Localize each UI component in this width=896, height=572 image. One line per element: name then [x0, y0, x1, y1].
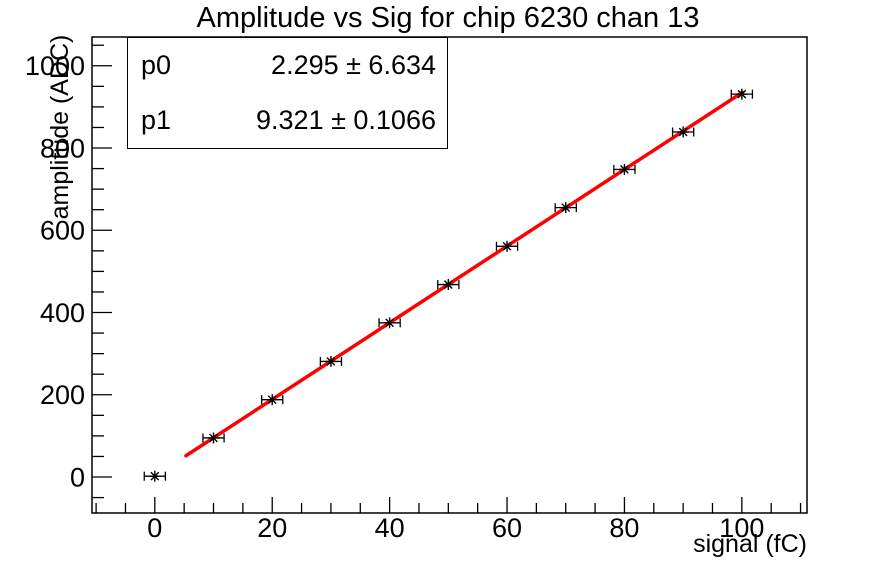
y-tick-label: 1000: [25, 51, 85, 81]
param-value: 9.321 ± 0.1066: [256, 105, 436, 135]
y-axis-title: amplitude (ADC): [46, 35, 74, 220]
stats-row-p1: p1 9.321 ± 0.1066: [128, 93, 447, 148]
x-tick-label: 20: [257, 513, 287, 543]
data-point-marker: [620, 165, 629, 174]
x-tick-label: 60: [492, 513, 522, 543]
data-point-marker: [443, 280, 453, 289]
x-tick-label: 80: [609, 513, 639, 543]
data-point-marker: [737, 89, 747, 99]
y-tick-label: 600: [40, 216, 85, 246]
param-name: p0: [141, 50, 172, 80]
data-point-marker: [267, 395, 277, 405]
plot-frame: [91, 36, 808, 514]
data-point-marker: [561, 203, 571, 213]
chart-title: Amplitude vs Sig for chip 6230 chan 13: [196, 2, 700, 34]
data-point-marker: [678, 127, 688, 137]
y-tick-label: 200: [40, 380, 85, 410]
data-point-marker: [150, 471, 160, 481]
data-point-marker: [326, 357, 336, 366]
stats-row-p0: p0 2.295 ± 6.634: [128, 38, 447, 93]
data-point-marker: [385, 318, 395, 328]
x-tick-label: 0: [147, 513, 162, 543]
y-tick-label: 400: [40, 298, 85, 328]
fit-stats-box: p0 2.295 ± 6.634 p1 9.321 ± 0.1066: [127, 37, 448, 149]
x-tick-label: 40: [375, 513, 405, 543]
y-tick-label: 0: [70, 462, 85, 492]
param-value: 2.295 ± 6.634: [271, 50, 436, 80]
x-axis-title: signal (fC): [693, 530, 807, 558]
x-tick-label: 100: [719, 513, 764, 543]
param-name: p1: [141, 105, 172, 135]
fit-line: [184, 90, 745, 458]
y-tick-label: 800: [40, 133, 85, 163]
data-point-marker: [502, 241, 512, 251]
data-point-marker: [209, 433, 218, 443]
